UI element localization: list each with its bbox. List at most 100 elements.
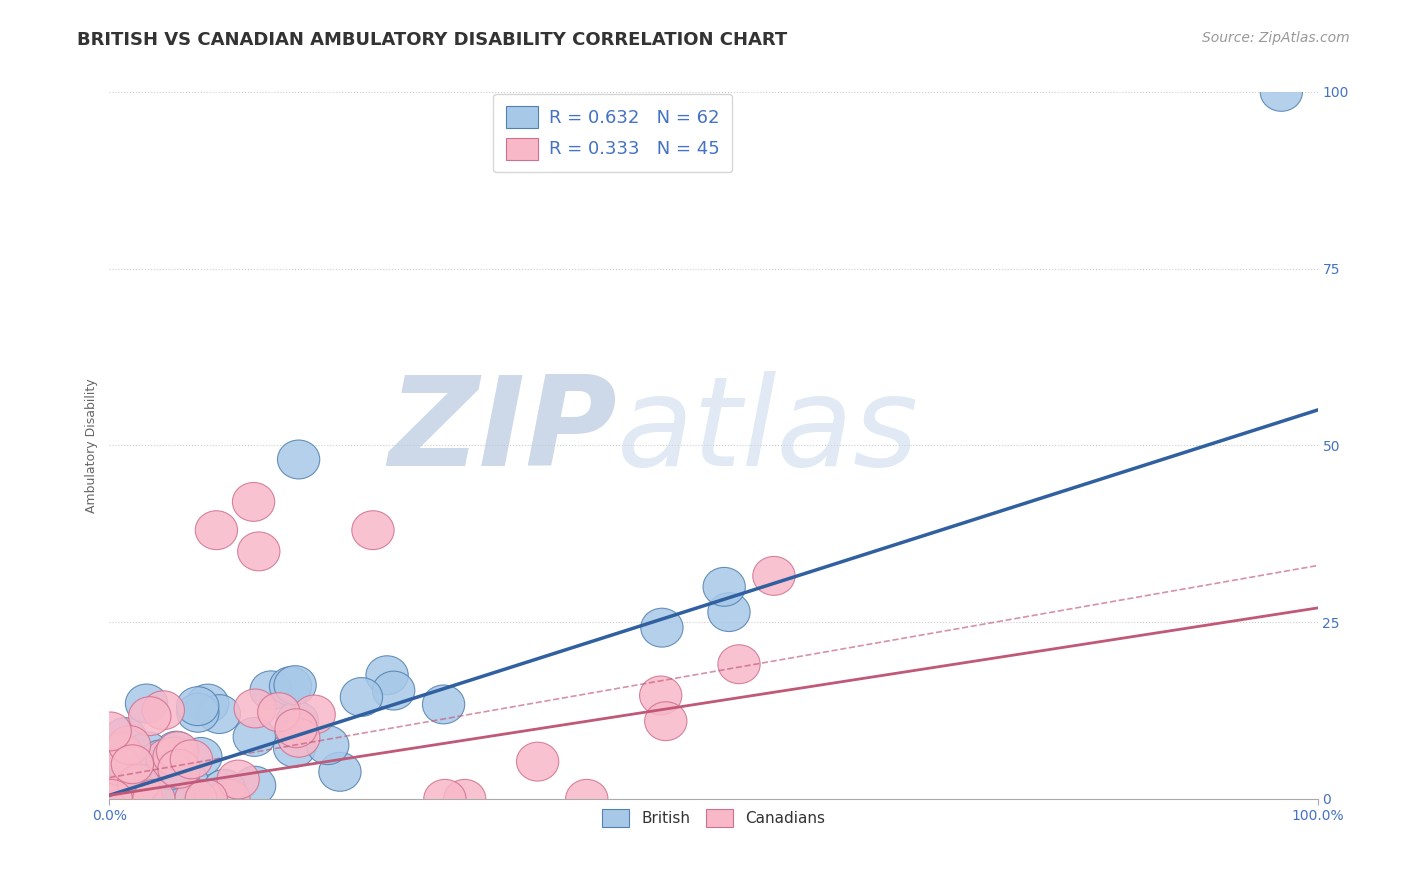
Ellipse shape <box>118 764 160 804</box>
Ellipse shape <box>146 739 188 778</box>
Ellipse shape <box>100 733 142 772</box>
Ellipse shape <box>340 678 382 716</box>
Ellipse shape <box>135 743 177 782</box>
Ellipse shape <box>108 746 150 785</box>
Ellipse shape <box>111 745 153 784</box>
Ellipse shape <box>177 693 219 732</box>
Ellipse shape <box>136 768 179 806</box>
Ellipse shape <box>132 780 174 818</box>
Ellipse shape <box>195 511 238 549</box>
Ellipse shape <box>128 780 170 818</box>
Ellipse shape <box>276 701 319 740</box>
Ellipse shape <box>124 769 166 808</box>
Ellipse shape <box>174 780 217 818</box>
Ellipse shape <box>93 780 135 818</box>
Ellipse shape <box>565 780 607 818</box>
Ellipse shape <box>98 747 141 786</box>
Ellipse shape <box>125 684 167 723</box>
Ellipse shape <box>319 752 361 791</box>
Ellipse shape <box>640 676 682 714</box>
Ellipse shape <box>233 717 276 756</box>
Ellipse shape <box>156 731 198 771</box>
Ellipse shape <box>157 757 200 797</box>
Ellipse shape <box>104 718 146 756</box>
Ellipse shape <box>250 671 292 710</box>
Ellipse shape <box>516 742 558 781</box>
Ellipse shape <box>292 695 335 734</box>
Ellipse shape <box>423 780 465 818</box>
Ellipse shape <box>103 780 145 818</box>
Ellipse shape <box>127 732 169 771</box>
Ellipse shape <box>90 780 132 818</box>
Y-axis label: Ambulatory Disability: Ambulatory Disability <box>86 378 98 513</box>
Ellipse shape <box>166 762 208 801</box>
Text: BRITISH VS CANADIAN AMBULATORY DISABILITY CORRELATION CHART: BRITISH VS CANADIAN AMBULATORY DISABILIT… <box>77 31 787 49</box>
Ellipse shape <box>307 726 349 764</box>
Ellipse shape <box>90 775 132 814</box>
Ellipse shape <box>93 732 135 771</box>
Ellipse shape <box>112 780 155 818</box>
Ellipse shape <box>187 684 229 723</box>
Ellipse shape <box>128 697 172 736</box>
Ellipse shape <box>170 739 212 779</box>
Ellipse shape <box>204 770 246 808</box>
Text: atlas: atlas <box>617 371 920 491</box>
Ellipse shape <box>707 592 751 632</box>
Ellipse shape <box>277 718 321 757</box>
Ellipse shape <box>121 780 163 818</box>
Ellipse shape <box>117 769 159 808</box>
Ellipse shape <box>274 665 316 705</box>
Legend: British, Canadians: British, Canadians <box>596 803 831 834</box>
Ellipse shape <box>89 780 131 818</box>
Ellipse shape <box>157 749 200 789</box>
Ellipse shape <box>277 440 319 479</box>
Ellipse shape <box>90 780 132 818</box>
Ellipse shape <box>443 780 486 818</box>
Ellipse shape <box>107 780 149 818</box>
Ellipse shape <box>149 751 191 789</box>
Ellipse shape <box>1260 72 1302 112</box>
Ellipse shape <box>257 693 299 731</box>
Ellipse shape <box>155 731 197 770</box>
Text: ZIP: ZIP <box>388 371 617 491</box>
Ellipse shape <box>177 687 219 725</box>
Ellipse shape <box>186 780 228 818</box>
Ellipse shape <box>131 765 173 805</box>
Ellipse shape <box>233 766 276 805</box>
Text: Source: ZipAtlas.com: Source: ZipAtlas.com <box>1202 31 1350 45</box>
Ellipse shape <box>97 747 139 786</box>
Ellipse shape <box>352 511 394 549</box>
Ellipse shape <box>238 532 280 571</box>
Ellipse shape <box>208 780 250 818</box>
Ellipse shape <box>93 780 135 818</box>
Ellipse shape <box>139 740 181 779</box>
Ellipse shape <box>125 764 167 804</box>
Ellipse shape <box>103 756 145 796</box>
Ellipse shape <box>373 671 415 710</box>
Ellipse shape <box>641 608 683 647</box>
Ellipse shape <box>117 773 159 813</box>
Ellipse shape <box>366 656 408 695</box>
Ellipse shape <box>111 745 153 784</box>
Ellipse shape <box>752 557 794 595</box>
Ellipse shape <box>217 760 259 799</box>
Ellipse shape <box>703 567 745 607</box>
Ellipse shape <box>89 712 131 751</box>
Ellipse shape <box>276 709 318 747</box>
Ellipse shape <box>232 483 274 521</box>
Ellipse shape <box>153 737 195 776</box>
Ellipse shape <box>125 780 167 818</box>
Ellipse shape <box>101 780 143 818</box>
Ellipse shape <box>172 780 214 818</box>
Ellipse shape <box>142 690 184 730</box>
Ellipse shape <box>91 780 134 818</box>
Ellipse shape <box>233 689 277 728</box>
Ellipse shape <box>422 685 465 724</box>
Ellipse shape <box>180 738 222 776</box>
Ellipse shape <box>143 754 186 793</box>
Ellipse shape <box>134 768 176 807</box>
Ellipse shape <box>131 780 173 818</box>
Ellipse shape <box>115 778 157 816</box>
Ellipse shape <box>198 695 240 733</box>
Ellipse shape <box>273 729 316 767</box>
